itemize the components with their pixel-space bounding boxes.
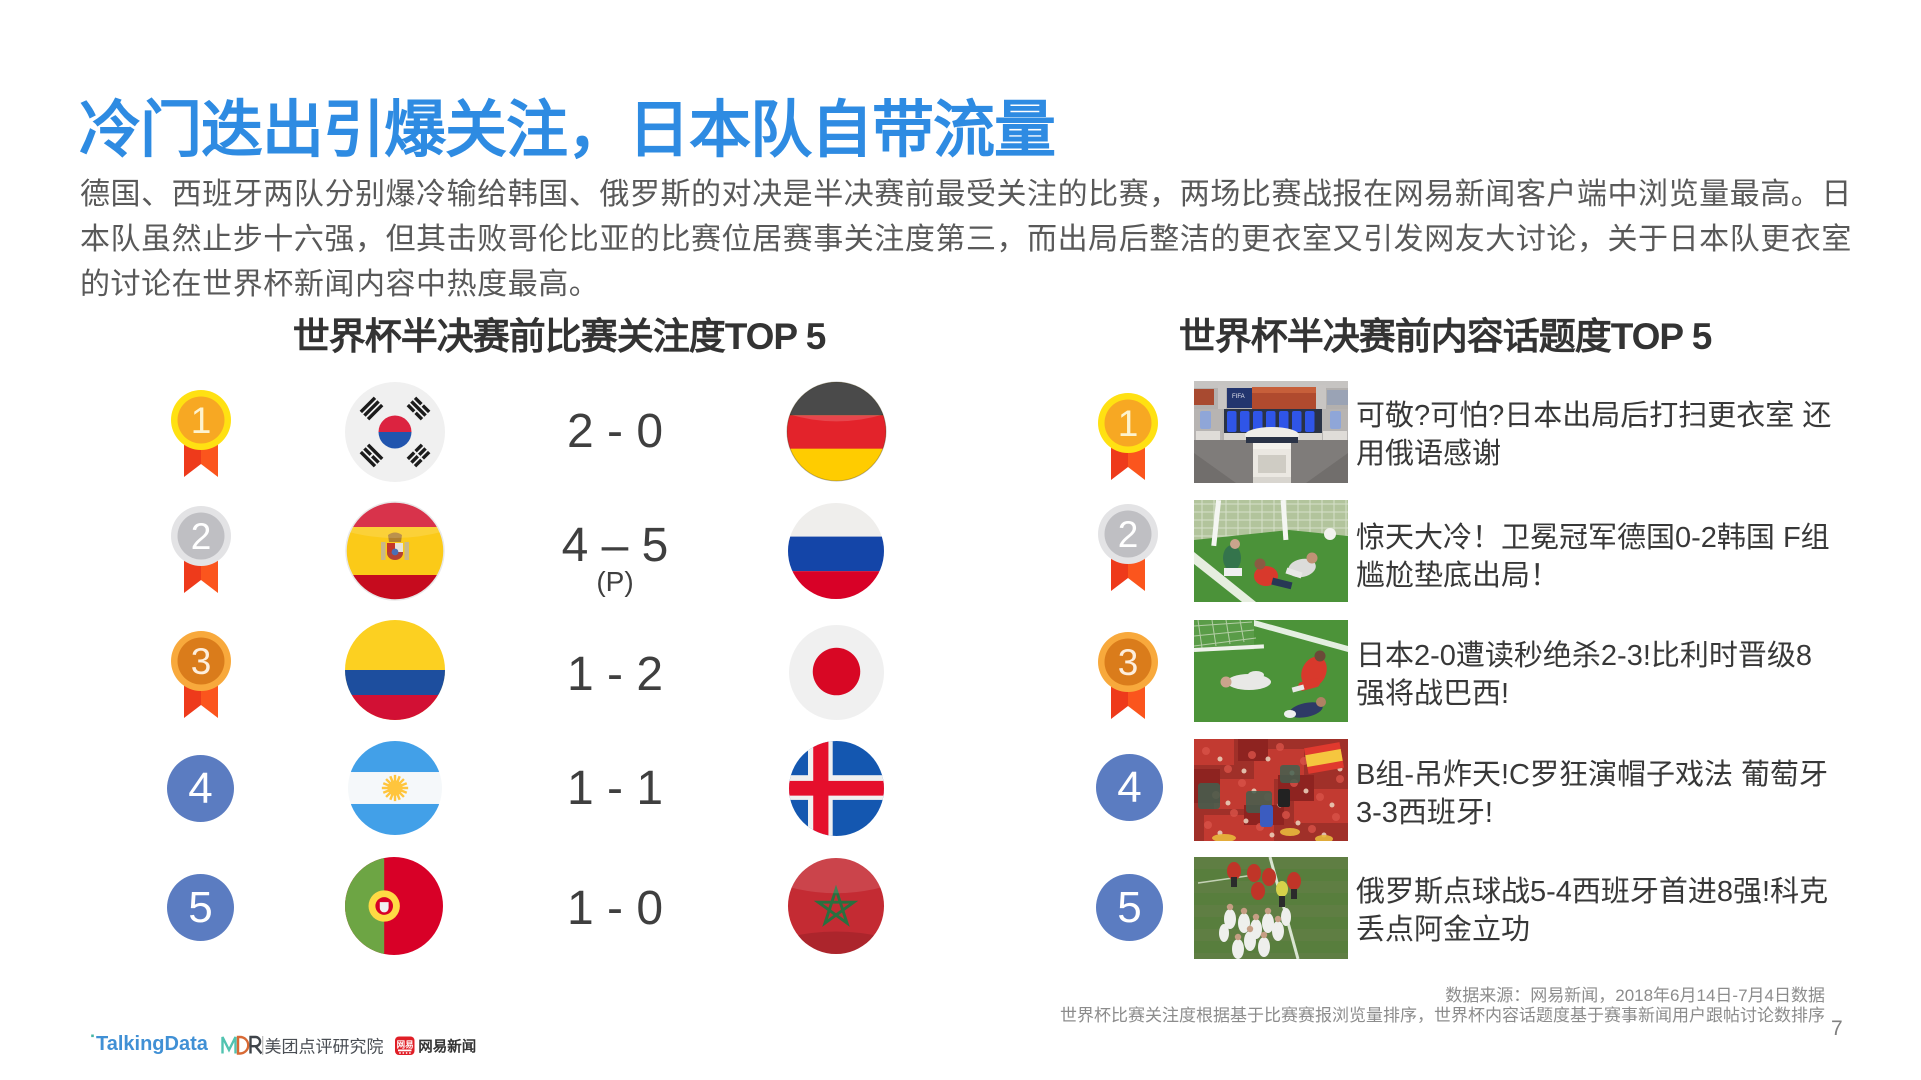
svg-text:FIFA: FIFA xyxy=(1232,394,1245,400)
svg-text:美团点评研究院: 美团点评研究院 xyxy=(265,1038,384,1057)
svg-text:2: 2 xyxy=(191,516,212,557)
svg-text:2: 2 xyxy=(1118,514,1139,555)
svg-text:3: 3 xyxy=(1118,642,1139,683)
svg-text:网易: 网易 xyxy=(397,1040,414,1050)
svg-text:TalkingData: TalkingData xyxy=(96,1033,209,1055)
svg-text:3: 3 xyxy=(191,641,212,682)
svg-text:1: 1 xyxy=(191,400,212,441)
svg-text:1: 1 xyxy=(1118,403,1139,444)
svg-text:网易新闻: 网易新闻 xyxy=(418,1038,476,1056)
